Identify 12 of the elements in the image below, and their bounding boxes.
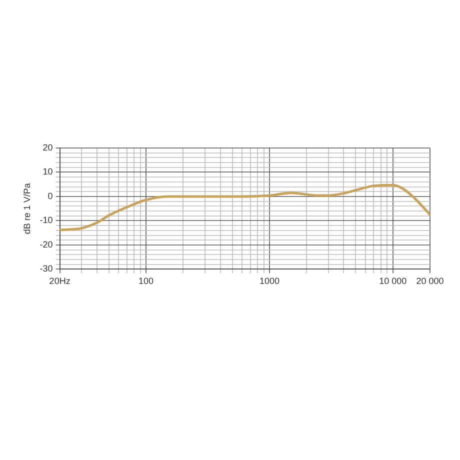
- y-tick-label: 10: [42, 166, 53, 177]
- y-tick-label: -20: [40, 239, 53, 250]
- y-tick-label: 20: [42, 142, 53, 152]
- y-tick-label: -30: [40, 264, 53, 274]
- y-axis-title: dB re 1 V/Pa: [22, 183, 32, 234]
- y-tick-label: -10: [40, 215, 53, 226]
- x-tick-label: 20 000: [416, 276, 444, 286]
- x-tick-label: 20Hz: [49, 276, 71, 286]
- x-tick-label: 100: [138, 276, 154, 286]
- x-tick-label: 10 000: [379, 276, 407, 286]
- x-tick-label: 1000: [259, 276, 280, 286]
- y-tick-label: 0: [48, 190, 53, 201]
